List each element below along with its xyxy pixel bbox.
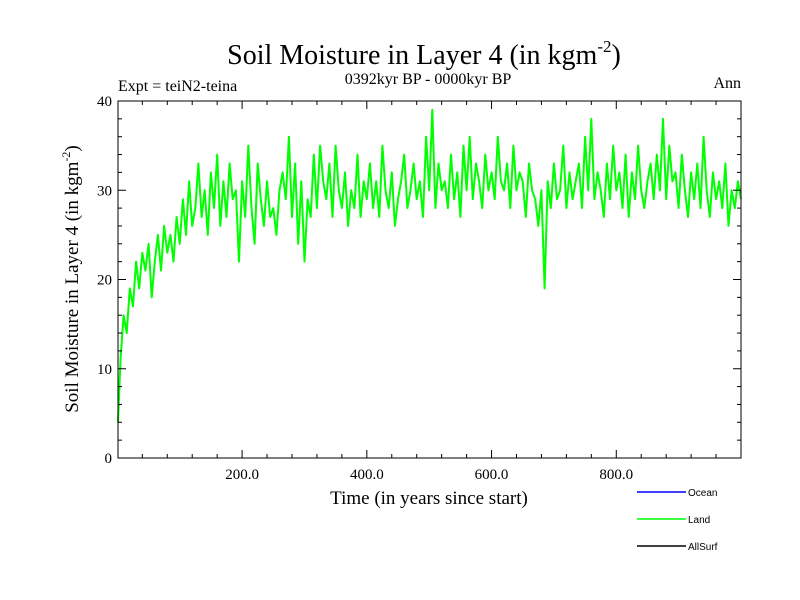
series-line-land <box>117 108 742 423</box>
legend-label-allsurf: AllSurf <box>688 542 718 553</box>
plot-frame <box>117 100 742 459</box>
chart-title-close: ) <box>612 40 621 71</box>
x-tick-label: 800.0 <box>599 467 633 483</box>
y-tick-label: 40 <box>97 94 112 110</box>
y-tick-label: 20 <box>97 273 112 289</box>
legend-label-ocean: Ocean <box>688 488 717 499</box>
chart-subtitle: 0392kyr BP - 0000kyr BP <box>345 71 512 88</box>
y-axis-label-main: Soil Moisture in Layer 4 (in kgm <box>62 161 83 412</box>
chart-title: Soil Moisture in Layer 4 (in kgm-2) <box>227 37 621 71</box>
y-axis-label-superscript: -2 <box>59 152 73 162</box>
y-tick-label: 30 <box>97 183 112 199</box>
experiment-label: Expt = teiN2-teina <box>118 78 237 95</box>
legend: Ocean Land AllSurf <box>637 488 718 553</box>
x-tick-label: 400.0 <box>350 467 384 483</box>
y-tick-label: 0 <box>105 451 113 467</box>
y-axis-label-close: ) <box>62 145 83 151</box>
x-tick-label: 200.0 <box>225 467 259 483</box>
x-axis-label: Time (in years since start) <box>330 488 528 509</box>
chart-title-superscript: -2 <box>597 37 611 56</box>
season-label: Ann <box>713 75 741 92</box>
plot-area: 0 10 20 30 40 200.0 400.0 600.0 800.0 <box>97 94 742 483</box>
y-tick-label: 10 <box>97 362 112 378</box>
y-axis-label: Soil Moisture in Layer 4 (in kgm-2) <box>59 145 83 413</box>
x-tick-label: 600.0 <box>475 467 509 483</box>
legend-label-land: Land <box>688 515 710 526</box>
chart-title-main: Soil Moisture in Layer 4 (in kgm <box>227 40 597 71</box>
